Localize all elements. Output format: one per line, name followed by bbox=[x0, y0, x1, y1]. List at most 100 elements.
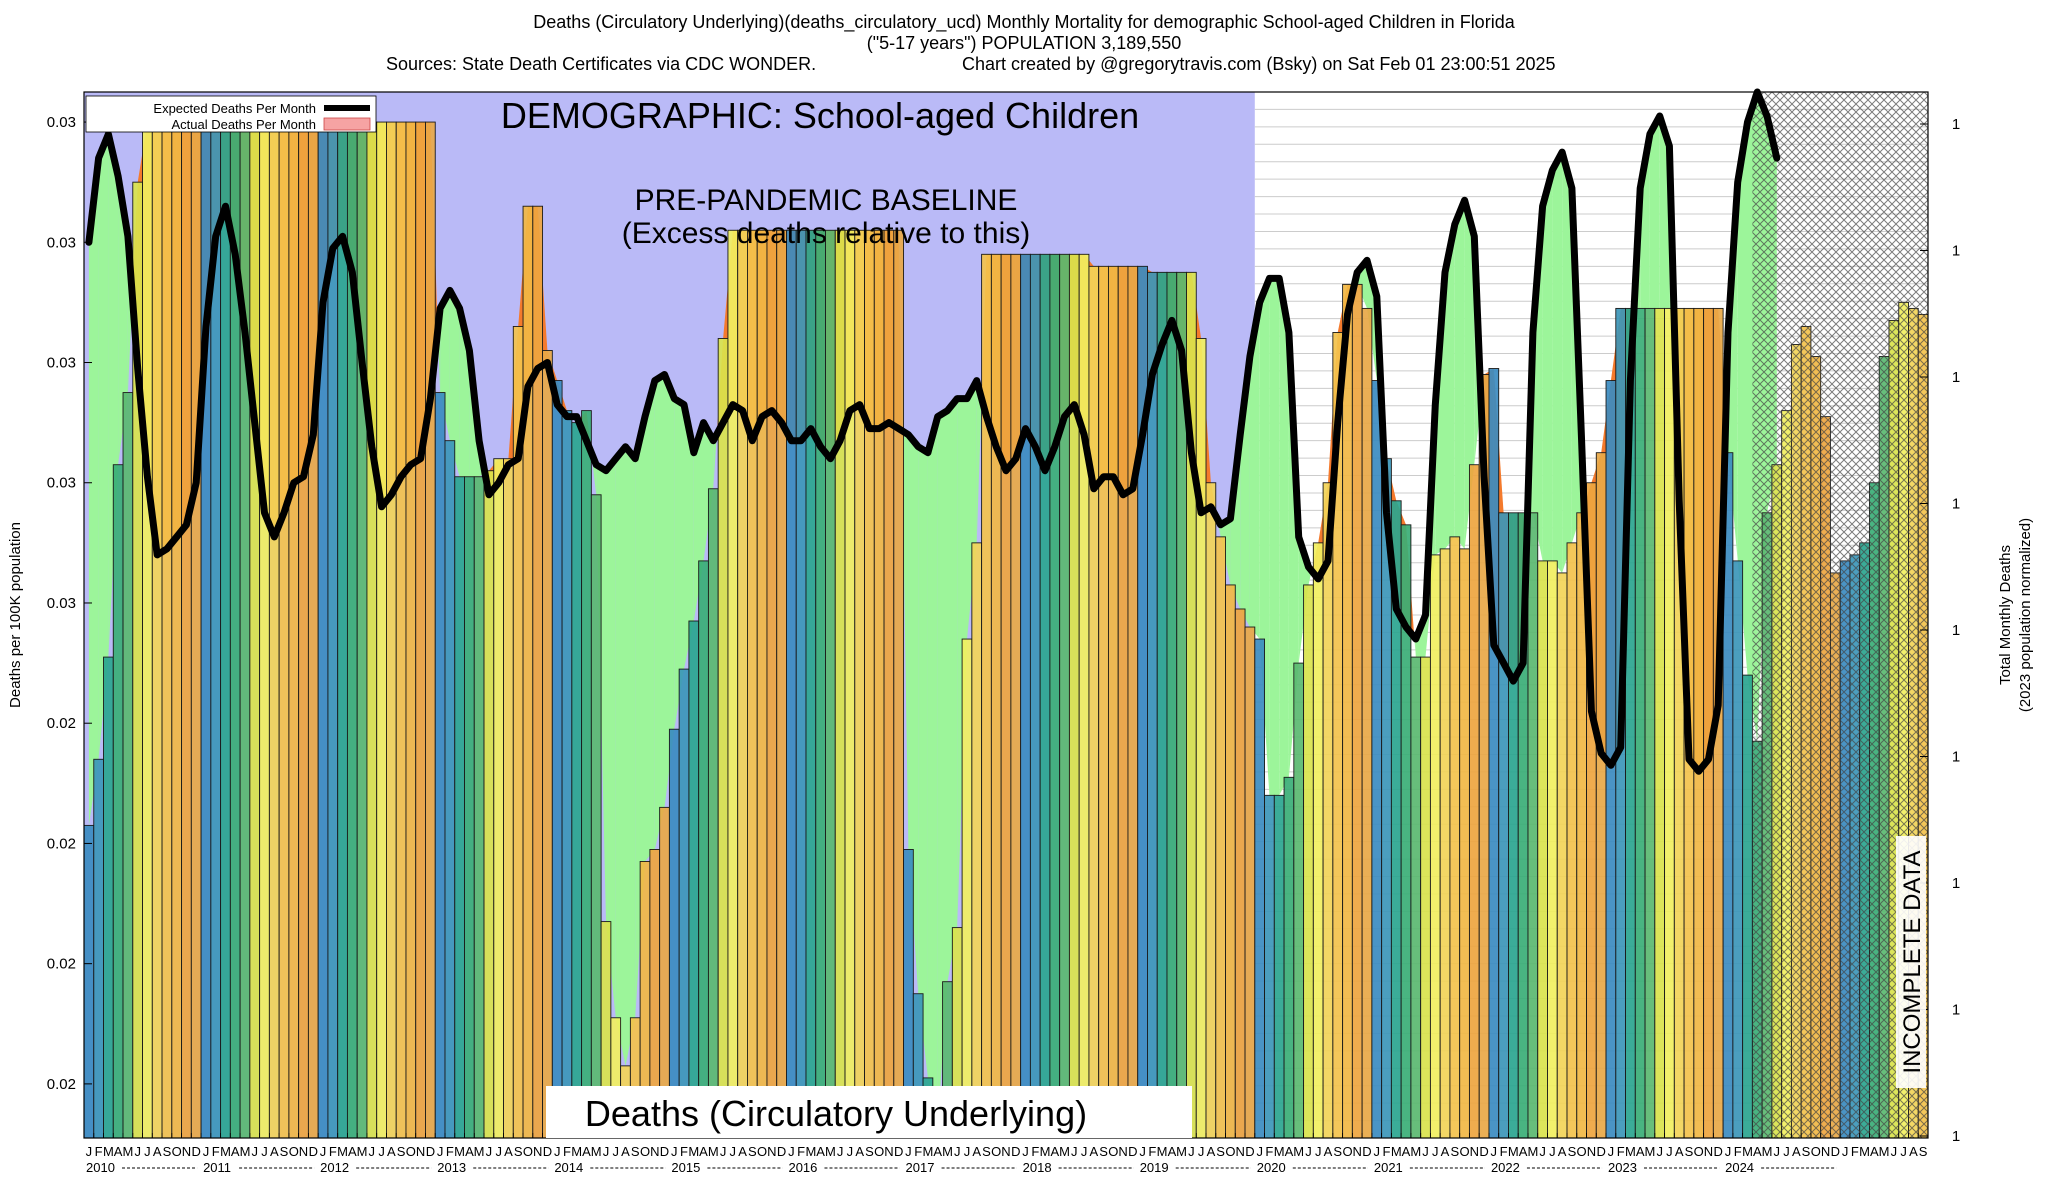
actual-deaths-bar bbox=[425, 121, 436, 1139]
x-year-label: 2016 bbox=[788, 1160, 817, 1175]
x-month-label: J bbox=[1491, 1144, 1498, 1159]
x-month-label: A bbox=[1870, 1144, 1879, 1159]
actual-deaths-bar bbox=[561, 410, 573, 1139]
x-month-label: J bbox=[1315, 1144, 1322, 1159]
y-tick-label: 0.02 bbox=[47, 715, 76, 732]
y-tick-label: 0.03 bbox=[47, 355, 76, 372]
sources-note: Sources: State Death Certificates via CD… bbox=[386, 54, 817, 74]
x-month-label: O bbox=[1108, 1144, 1118, 1159]
x-month-label: M bbox=[942, 1144, 953, 1159]
x-month-label: S bbox=[865, 1144, 874, 1159]
deficit-area bbox=[1249, 302, 1260, 639]
x-month-label: N bbox=[1704, 1144, 1713, 1159]
x-year-label: 2024 bbox=[1725, 1160, 1754, 1175]
actual-deaths-bar bbox=[181, 121, 192, 1139]
x-month-label: M bbox=[1157, 1144, 1168, 1159]
x-month-label: J bbox=[1422, 1144, 1429, 1159]
x-month-label: J bbox=[1305, 1144, 1312, 1159]
actual-deaths-bar bbox=[434, 392, 446, 1139]
deficit-area bbox=[947, 398, 958, 982]
x-month-label: D bbox=[1128, 1144, 1137, 1159]
actual-deaths-bar bbox=[844, 229, 856, 1139]
x-month-label: A bbox=[816, 1144, 825, 1159]
actual-deaths-bar bbox=[1547, 560, 1558, 1139]
x-month-label: N bbox=[1587, 1144, 1596, 1159]
actual-deaths-bar bbox=[1449, 536, 1461, 1139]
x-month-label: A bbox=[387, 1144, 396, 1159]
deficit-area bbox=[674, 398, 684, 730]
x-month-label: M bbox=[1274, 1144, 1285, 1159]
actual-deaths-bar bbox=[1107, 265, 1119, 1139]
x-month-label: N bbox=[533, 1144, 542, 1159]
x-month-label: A bbox=[1753, 1144, 1762, 1159]
x-month-label: M bbox=[1762, 1144, 1773, 1159]
y2-tick-label: 1 bbox=[1952, 749, 1960, 766]
x-year-label: 2014 bbox=[554, 1160, 583, 1175]
x-month-label: J bbox=[1656, 1144, 1663, 1159]
actual-deaths-bar bbox=[815, 229, 826, 1139]
x-month-label: N bbox=[299, 1144, 308, 1159]
actual-deaths-bar bbox=[990, 253, 1002, 1139]
y-tick-label: 0.02 bbox=[47, 956, 76, 973]
deficit-area bbox=[1737, 122, 1748, 676]
actual-deaths-bar bbox=[1039, 253, 1051, 1139]
x-month-label: J bbox=[320, 1144, 327, 1159]
actual-deaths-bar bbox=[1234, 608, 1246, 1139]
x-month-label: J bbox=[261, 1144, 268, 1159]
y-tick-label: 0.03 bbox=[47, 475, 76, 492]
actual-deaths-bar bbox=[83, 824, 95, 1139]
actual-deaths-bar bbox=[1244, 626, 1256, 1139]
actual-deaths-bar bbox=[1371, 380, 1383, 1139]
deficit-area bbox=[108, 134, 119, 658]
actual-deaths-bar bbox=[717, 338, 729, 1139]
x-month-label: F bbox=[1617, 1144, 1625, 1159]
x-month-label: F bbox=[1383, 1144, 1391, 1159]
x-month-label: O bbox=[874, 1144, 884, 1159]
actual-deaths-bar bbox=[698, 560, 709, 1139]
expected-deaths-line bbox=[85, 88, 1781, 775]
actual-deaths-bar bbox=[1293, 662, 1305, 1139]
x-year-label: 2022 bbox=[1491, 1160, 1520, 1175]
x-month-label: O bbox=[757, 1144, 767, 1159]
actual-deaths-bar bbox=[766, 229, 778, 1139]
x-month-label: M bbox=[1508, 1144, 1519, 1159]
deficit-area bbox=[1542, 170, 1553, 561]
x-month-label: N bbox=[1470, 1144, 1479, 1159]
actual-deaths-bar bbox=[688, 620, 700, 1139]
deficit-area bbox=[625, 446, 636, 1066]
incomplete-data-label: INCOMPLETE DATA bbox=[1899, 850, 1926, 1073]
x-month-label: A bbox=[933, 1144, 942, 1159]
deficit-area bbox=[1562, 152, 1572, 573]
deficit-area bbox=[967, 380, 977, 639]
x-year-label: 2023 bbox=[1608, 1160, 1637, 1175]
x-month-label: A bbox=[699, 1144, 708, 1159]
x-month-label: M bbox=[122, 1144, 133, 1159]
x-month-label: O bbox=[1460, 1144, 1470, 1159]
x-month-label: D bbox=[1831, 1144, 1840, 1159]
x-month-label: J bbox=[369, 1144, 376, 1159]
x-month-label: M bbox=[591, 1144, 602, 1159]
x-month-label: F bbox=[797, 1144, 805, 1159]
deficit-area bbox=[88, 158, 99, 826]
x-month-label: J bbox=[1198, 1144, 1205, 1159]
actual-deaths-bar bbox=[337, 121, 348, 1139]
actual-deaths-bar bbox=[122, 392, 134, 1139]
x-month-label: S bbox=[397, 1144, 406, 1159]
actual-deaths-bar bbox=[805, 229, 817, 1139]
cause-label: Deaths (Circulatory Underlying) bbox=[585, 1093, 1087, 1134]
deficit-area bbox=[1454, 200, 1465, 549]
actual-deaths-bar bbox=[356, 121, 368, 1139]
chart-title: Deaths (Circulatory Underlying)(deaths_c… bbox=[533, 12, 1515, 32]
x-month-label: S bbox=[1568, 1144, 1577, 1159]
x-month-label: F bbox=[1851, 1144, 1859, 1159]
x-month-label: A bbox=[114, 1144, 123, 1159]
actual-deaths-bar bbox=[1156, 271, 1168, 1139]
actual-deaths-bar bbox=[1029, 253, 1041, 1139]
x-month-label: M bbox=[474, 1144, 485, 1159]
actual-deaths-bar bbox=[1410, 656, 1422, 1139]
actual-deaths-bar bbox=[1166, 271, 1178, 1139]
actual-deaths-bar bbox=[1303, 584, 1314, 1139]
actual-deaths-bar bbox=[893, 229, 905, 1139]
actual-deaths-bar bbox=[1556, 572, 1568, 1139]
x-month-label: F bbox=[914, 1144, 922, 1159]
